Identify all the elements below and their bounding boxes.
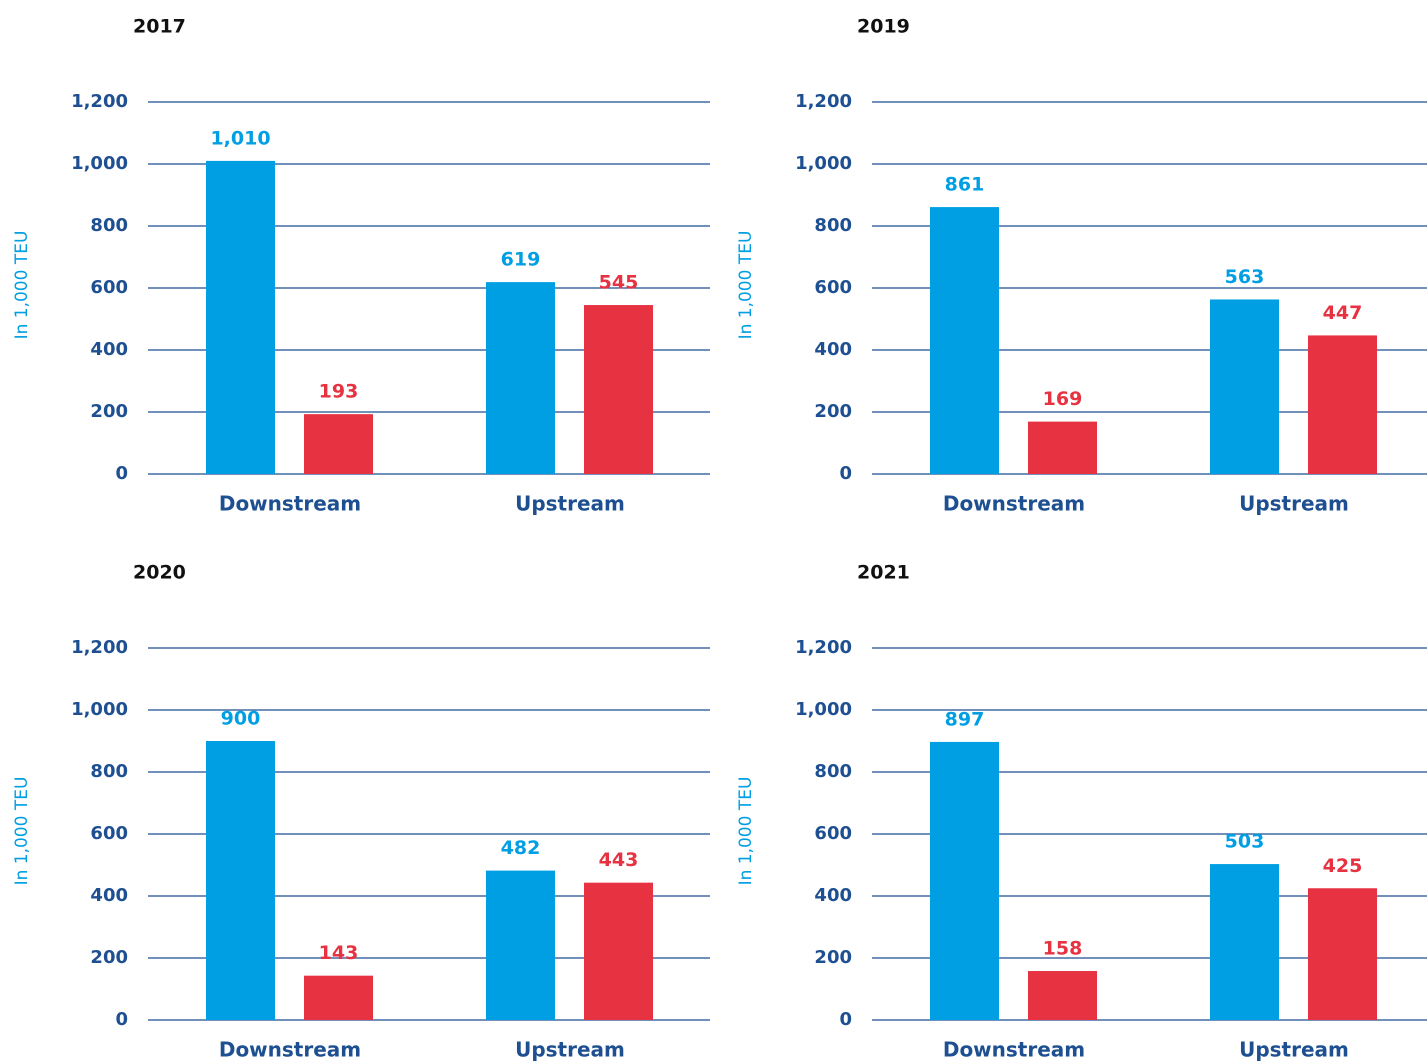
y-tick-label: 1,200: [795, 637, 852, 658]
y-tick-label: 600: [90, 823, 128, 844]
x-tick-label: Downstream: [943, 1038, 1085, 1061]
value-label: 143: [319, 942, 359, 964]
x-tick-label: Downstream: [943, 492, 1085, 516]
bar: [304, 975, 373, 1020]
y-tick-label: 200: [90, 401, 128, 422]
value-label: 900: [221, 708, 261, 730]
bar: [1308, 335, 1377, 474]
chart-title: 2019: [857, 16, 910, 38]
bar: [486, 282, 555, 474]
bar: [1028, 421, 1097, 474]
y-axis-label: In 1,000 TEU: [12, 231, 32, 340]
bar: [206, 160, 275, 474]
y-tick-label: 600: [814, 823, 852, 844]
x-tick-label: Upstream: [1239, 1038, 1349, 1061]
y-tick-label: 1,000: [71, 699, 128, 720]
y-tick-label: 400: [90, 339, 128, 360]
y-tick-label: 800: [90, 215, 128, 236]
y-tick-label: 200: [814, 947, 852, 968]
y-tick-label: 0: [115, 1009, 128, 1030]
y-tick-label: 1,000: [795, 153, 852, 174]
y-tick-label: 0: [115, 463, 128, 484]
y-tick-label: 600: [90, 277, 128, 298]
y-tick-label: 600: [814, 277, 852, 298]
value-label: 158: [1043, 938, 1083, 960]
value-label: 503: [1225, 831, 1265, 853]
value-label: 443: [599, 849, 639, 871]
bar: [930, 741, 999, 1020]
value-label: 169: [1043, 388, 1083, 410]
bar: [584, 882, 653, 1020]
value-label: 425: [1323, 855, 1363, 877]
bar: [1210, 864, 1279, 1020]
x-tick-label: Upstream: [515, 492, 625, 516]
value-label: 545: [599, 272, 639, 294]
value-label: 447: [1323, 302, 1363, 324]
chart-title: 2021: [857, 562, 910, 584]
y-tick-label: 1,000: [71, 153, 128, 174]
x-tick-label: Downstream: [219, 1038, 361, 1061]
bar: [1308, 888, 1377, 1020]
bar: [1028, 971, 1097, 1020]
value-label: 563: [1225, 266, 1265, 288]
x-tick-label: Downstream: [219, 492, 361, 516]
bar: [930, 207, 999, 474]
value-label: 193: [319, 381, 359, 403]
chart-title: 2020: [133, 562, 186, 584]
bar: [486, 870, 555, 1020]
y-tick-label: 400: [814, 885, 852, 906]
value-label: 897: [945, 708, 985, 730]
y-tick-label: 200: [814, 401, 852, 422]
bar: [304, 414, 373, 474]
y-axis-label: In 1,000 TEU: [736, 231, 756, 340]
value-label: 861: [945, 174, 985, 196]
y-tick-label: 800: [814, 215, 852, 236]
y-tick-label: 800: [90, 761, 128, 782]
x-tick-label: Upstream: [515, 1038, 625, 1061]
value-label: 482: [501, 837, 541, 859]
y-tick-label: 1,200: [71, 91, 128, 112]
x-tick-label: Upstream: [1239, 492, 1349, 516]
y-tick-label: 1,200: [71, 637, 128, 658]
y-tick-label: 200: [90, 947, 128, 968]
y-tick-label: 800: [814, 761, 852, 782]
bar: [206, 741, 275, 1020]
y-axis-label: In 1,000 TEU: [12, 777, 32, 886]
y-tick-label: 1,200: [795, 91, 852, 112]
chart-title: 2017: [133, 16, 186, 38]
y-tick-label: 400: [90, 885, 128, 906]
bar: [1210, 299, 1279, 474]
y-tick-label: 0: [839, 463, 852, 484]
y-tick-label: 0: [839, 1009, 852, 1030]
bar: [584, 305, 653, 474]
value-label: 619: [501, 249, 541, 271]
y-axis-label: In 1,000 TEU: [736, 777, 756, 886]
value-label: 1,010: [210, 127, 270, 149]
y-tick-label: 400: [814, 339, 852, 360]
y-tick-label: 1,000: [795, 699, 852, 720]
